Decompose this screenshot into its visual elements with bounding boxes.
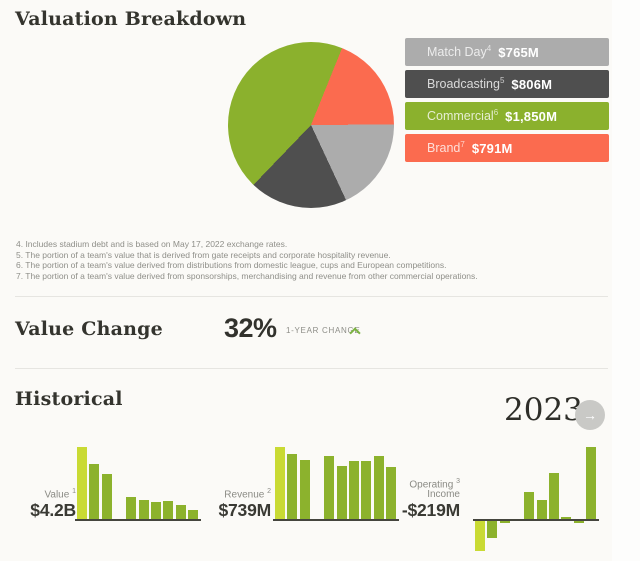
- legend-item-match-day: Match Day4 $765M: [405, 38, 609, 66]
- valuation-pie-chart: [228, 42, 394, 208]
- history-bar: [574, 521, 584, 523]
- legend-item-brand: Brand7 $791M: [405, 134, 609, 162]
- footnote-line: 4. Includes stadium debt and is based on…: [16, 239, 288, 249]
- history-bar: [324, 456, 334, 519]
- history-bar: [337, 466, 347, 519]
- history-bar: [561, 517, 571, 519]
- footnote-line: 6. The portion of a team's value derived…: [16, 260, 447, 270]
- section-title-valuation-breakdown: Valuation Breakdown: [15, 8, 247, 30]
- history-bar: [374, 456, 384, 519]
- history-bar: [89, 464, 99, 519]
- legend-item-label: Broadcasting5: [427, 76, 505, 92]
- history-revenue-labels: Revenue 2 $739M: [196, 487, 271, 520]
- value-change-caption: 1-YEAR CHANGE: [286, 326, 361, 335]
- history-revenue-amount: $739M: [218, 500, 271, 520]
- history-operating-income-chart: [473, 443, 601, 553]
- section-title-value-change: Value Change: [15, 318, 163, 340]
- history-operating-income-title: Operating 3 Income: [409, 477, 460, 500]
- history-operating-income-amount: -$219M: [401, 500, 460, 520]
- history-value-title: Value 1: [44, 487, 76, 500]
- divider: [15, 296, 608, 297]
- history-bar: [300, 460, 310, 519]
- history-value-chart: [75, 443, 203, 553]
- history-bar: [163, 501, 173, 519]
- pie-legend: Match Day4 $765M Broadcasting5 $806M Commerc…: [405, 38, 609, 166]
- legend-item-broadcasting: Broadcasting5 $806M: [405, 70, 609, 98]
- legend-item-value: $1,850M: [505, 108, 558, 124]
- legend-item-value: $791M: [471, 140, 513, 156]
- legend-item-value: $806M: [511, 76, 553, 92]
- history-value-labels: Value 1 $4.2B: [1, 487, 76, 520]
- history-bar: [549, 473, 559, 519]
- chart-baseline: [75, 519, 201, 521]
- legend-item-label: Commercial6: [427, 108, 499, 124]
- footnotes-block: 4. Includes stadium debt and is based on…: [16, 239, 478, 281]
- value-change-percent: 32%: [224, 313, 277, 343]
- chart-baseline: [473, 519, 599, 521]
- arrow-right-icon: →: [583, 407, 597, 423]
- legend-item-commercial: Commercial6 $1,850M: [405, 102, 609, 130]
- history-bar: [500, 521, 510, 523]
- chart-baseline: [273, 519, 399, 521]
- section-title-historical: Historical: [15, 388, 123, 410]
- history-value-amount: $4.2B: [30, 500, 76, 520]
- history-bar: [349, 461, 359, 519]
- history-operating-income-labels: Operating 3 Income -$219M: [385, 477, 460, 520]
- history-bar: [139, 500, 149, 519]
- history-bar: [275, 447, 285, 519]
- footnote-line: 7. The portion of a team's value derived…: [16, 270, 478, 281]
- history-revenue-title: Revenue 2: [224, 487, 271, 500]
- right-gutter: [612, 0, 640, 561]
- legend-item-label: Brand7: [427, 140, 465, 156]
- legend-item-label: Match Day4: [427, 44, 492, 60]
- history-bar: [287, 454, 297, 519]
- historical-year-label: 2023: [504, 392, 583, 428]
- history-bar: [386, 467, 396, 519]
- divider: [15, 368, 608, 369]
- history-bar: [188, 510, 198, 519]
- history-bar: [77, 447, 87, 519]
- next-year-button[interactable]: →: [575, 400, 605, 430]
- history-bar: [176, 505, 186, 519]
- footnote-line: 5. The portion of a team's value that is…: [16, 249, 391, 260]
- history-bar: [151, 502, 161, 519]
- history-bar: [586, 447, 596, 519]
- history-bar: [475, 521, 485, 551]
- history-bar: [524, 492, 534, 519]
- history-bar: [102, 474, 112, 519]
- legend-item-value: $765M: [498, 44, 539, 60]
- history-bar: [361, 461, 371, 519]
- history-bar: [487, 521, 497, 538]
- history-bar: [537, 500, 547, 519]
- history-revenue-chart: [273, 443, 401, 553]
- history-bar: [126, 497, 136, 519]
